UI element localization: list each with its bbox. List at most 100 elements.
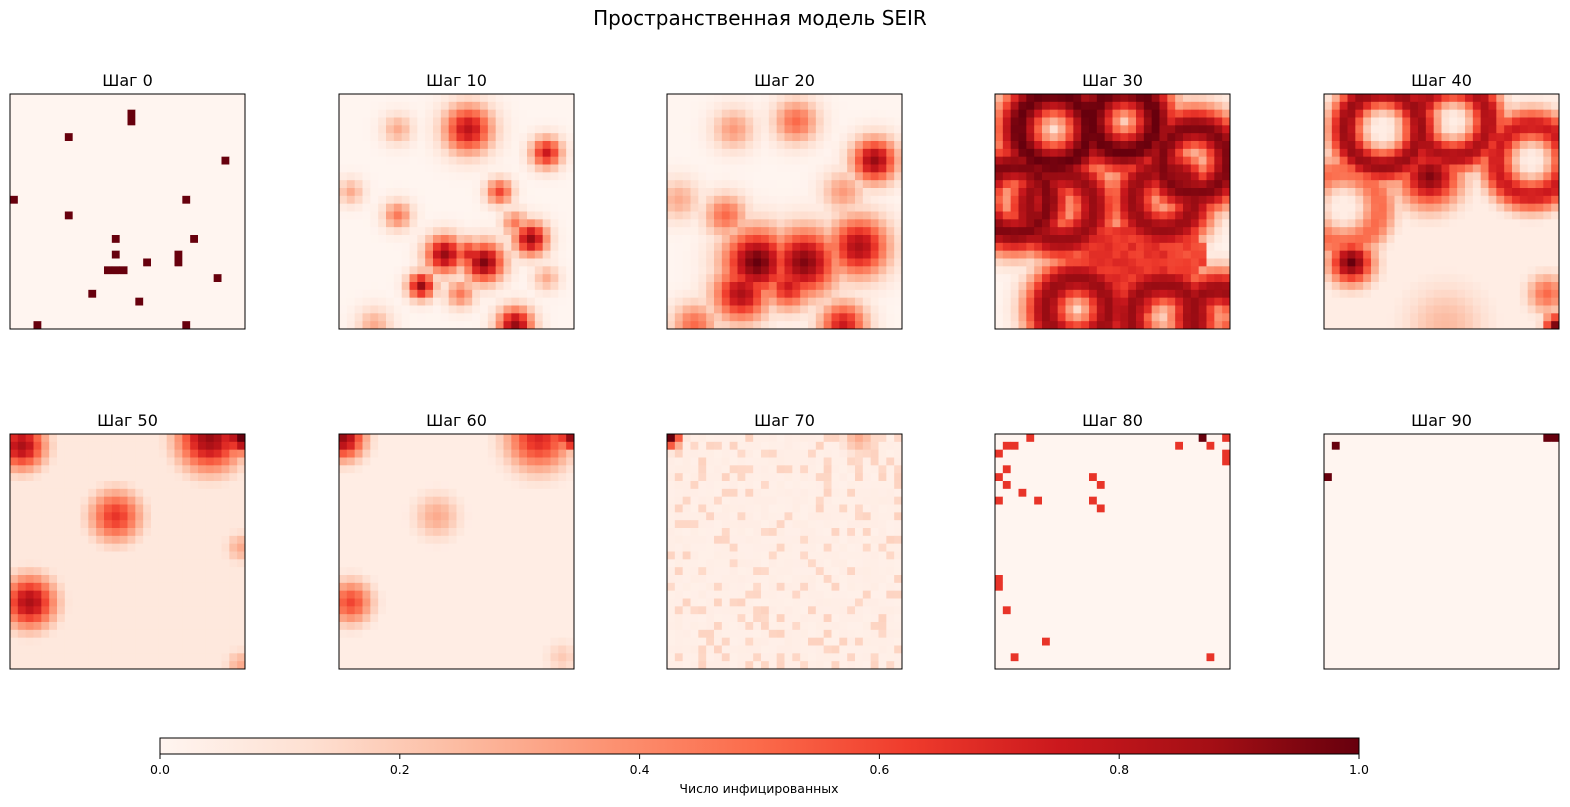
heatmap-cell	[1159, 258, 1168, 267]
heatmap-cell	[1410, 195, 1419, 205]
heatmap-cell	[1363, 242, 1372, 252]
heatmap-cell	[1049, 133, 1059, 142]
heatmap-cell	[221, 94, 230, 103]
heatmap-cell	[1089, 141, 1098, 150]
heatmap-cell	[1394, 117, 1403, 126]
heatmap-cell	[1543, 148, 1552, 158]
heatmap-cell	[1081, 235, 1090, 244]
heatmap-cell	[72, 266, 81, 275]
heatmap-cell	[378, 313, 387, 322]
heatmap-cell	[558, 94, 567, 103]
heatmap-cell	[527, 297, 536, 306]
panel-frame	[9, 93, 246, 330]
heatmap-cell	[721, 282, 731, 291]
heatmap-cell	[182, 504, 191, 513]
heatmap-cell	[1002, 148, 1012, 158]
heatmap-cell	[472, 211, 481, 220]
heatmap-cell	[393, 109, 403, 118]
heatmap-cell	[1410, 297, 1419, 306]
heatmap-cell	[1167, 101, 1176, 111]
heatmap-cell	[1026, 258, 1035, 267]
heatmap-cell	[237, 313, 246, 322]
heatmap-cell	[362, 180, 371, 189]
heatmap-cell	[823, 219, 832, 228]
heatmap-cell	[1183, 180, 1192, 189]
heatmap-cell	[151, 441, 160, 451]
heatmap-cell	[503, 141, 512, 150]
heatmap-cell	[1324, 133, 1333, 142]
heatmap-cell	[25, 434, 34, 443]
heatmap-cell	[80, 289, 89, 299]
heatmap-cell	[690, 148, 699, 158]
heatmap-cell	[119, 551, 128, 560]
heatmap-cell	[706, 227, 715, 236]
heatmap-cell	[792, 266, 801, 275]
heatmap-cell	[831, 156, 840, 165]
heatmap-cell	[174, 133, 183, 142]
heatmap-cell	[1042, 266, 1051, 275]
heatmap-cell	[534, 227, 544, 236]
heatmap-cell	[1480, 125, 1489, 134]
heatmap-cell	[346, 274, 356, 283]
heatmap-cell	[1151, 235, 1160, 244]
heatmap-cell	[1449, 180, 1458, 189]
heatmap-cell	[1394, 101, 1403, 111]
heatmap-cell	[1386, 156, 1395, 165]
heatmap-cell	[674, 94, 684, 103]
heatmap-cell	[745, 250, 754, 259]
heatmap-cell	[480, 109, 489, 118]
heatmap-cell	[440, 274, 450, 283]
heatmap-cell	[17, 473, 27, 482]
heatmap-cell	[721, 188, 731, 197]
heatmap-cell	[831, 141, 840, 150]
heatmap-cell	[96, 188, 105, 197]
heatmap-cell	[1418, 235, 1427, 244]
heatmap-cell	[1222, 313, 1231, 322]
heatmap-cell	[1551, 195, 1560, 205]
heatmap-cell	[839, 305, 848, 314]
heatmap-cell	[378, 242, 387, 252]
heatmap-cell	[1378, 172, 1388, 181]
heatmap-cell	[182, 434, 191, 443]
heatmap-cell	[1136, 250, 1145, 259]
heatmap-cell	[1480, 188, 1489, 197]
heatmap-cell	[1378, 94, 1388, 103]
heatmap-cell	[1175, 313, 1184, 322]
heatmap-cell	[135, 188, 144, 197]
heatmap-cell	[1441, 219, 1450, 228]
heatmap-cell	[1198, 258, 1207, 267]
heatmap-cell	[166, 457, 175, 466]
heatmap-cell	[1378, 305, 1388, 314]
heatmap-cell	[886, 125, 895, 134]
heatmap-cell	[1472, 211, 1482, 220]
heatmap-cell	[205, 250, 215, 259]
heatmap-cell	[1081, 148, 1090, 158]
heatmap-cell	[1198, 117, 1207, 126]
heatmap-cell	[1104, 274, 1113, 283]
heatmap-cell	[111, 203, 121, 212]
heatmap-cell	[10, 180, 19, 189]
heatmap-cell	[1128, 94, 1137, 103]
heatmap-cell	[229, 305, 238, 314]
heatmap-cell	[503, 235, 512, 244]
heatmap-cell	[88, 258, 97, 267]
heatmap-cell	[10, 305, 19, 314]
heatmap-cell	[198, 305, 207, 314]
heatmap-cell	[1214, 109, 1223, 118]
heatmap-cell	[80, 535, 89, 545]
heatmap-cell	[1034, 125, 1043, 134]
heatmap-cell	[1143, 321, 1153, 330]
heatmap-cell	[698, 305, 707, 314]
heatmap-cell	[800, 156, 809, 165]
heatmap-cell	[25, 512, 34, 521]
heatmap-cell	[111, 321, 121, 330]
heatmap-cell	[72, 148, 81, 158]
heatmap-cell	[190, 235, 199, 244]
heatmap-cell	[495, 297, 504, 306]
heatmap-cell	[1073, 250, 1082, 259]
heatmap-cell	[995, 242, 1004, 252]
heatmap-cell	[111, 289, 121, 299]
heatmap-cell	[1034, 297, 1043, 306]
heatmap-cell	[784, 133, 793, 142]
heatmap-cell	[96, 496, 105, 505]
